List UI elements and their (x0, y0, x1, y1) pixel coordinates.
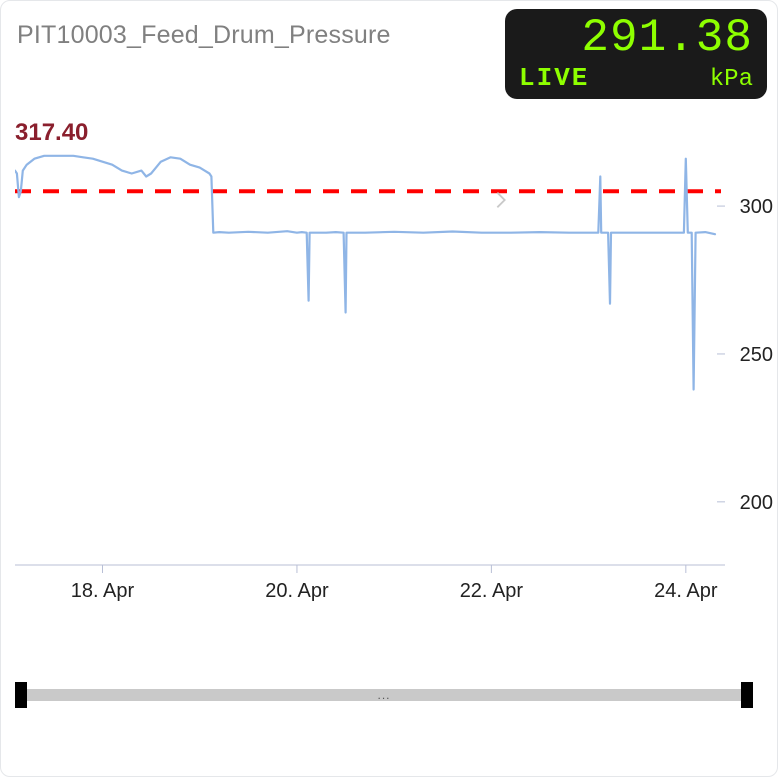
svg-text:300: 300 (740, 196, 773, 218)
svg-text:200: 200 (740, 492, 773, 514)
scrollbar-grip-icon: ... (377, 688, 390, 702)
live-value: 291.38 (519, 15, 753, 61)
chevron-right-icon[interactable] (487, 186, 515, 214)
scrollbar-handle-left[interactable] (15, 682, 27, 708)
scrollbar-handle-right[interactable] (741, 682, 753, 708)
svg-text:22. Apr: 22. Apr (460, 580, 524, 602)
svg-text:20. Apr: 20. Apr (265, 580, 329, 602)
range-scrollbar[interactable]: ... (15, 682, 753, 708)
chart-area[interactable]: 200 250 300 18. Apr 20. Apr 22. Apr 24. Apr (15, 141, 777, 621)
trend-chart[interactable]: 200 250 300 18. Apr 20. Apr 22. Apr 24. Apr (15, 141, 778, 621)
live-subrow: LIVE kPa (519, 63, 753, 93)
card-header: PIT10003_Feed_Drum_Pressure 291.38 LIVE … (1, 1, 777, 101)
scrollbar-track[interactable]: ... (15, 689, 753, 701)
svg-text:250: 250 (740, 344, 773, 366)
live-unit: kPa (710, 66, 753, 93)
live-status: LIVE (519, 63, 589, 93)
svg-text:24. Apr: 24. Apr (654, 580, 718, 602)
svg-text:18. Apr: 18. Apr (71, 580, 135, 602)
live-readout: 291.38 LIVE kPa (505, 9, 767, 99)
sensor-card: PIT10003_Feed_Drum_Pressure 291.38 LIVE … (0, 0, 778, 777)
